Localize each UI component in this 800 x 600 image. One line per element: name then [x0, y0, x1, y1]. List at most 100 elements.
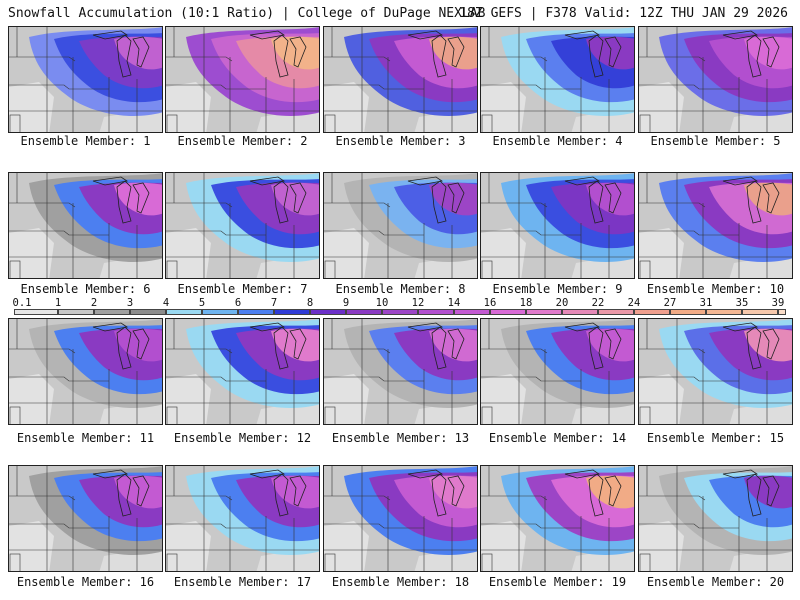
ensemble-map-panel	[480, 318, 635, 425]
ensemble-map-panel	[638, 172, 793, 279]
colorbar-swatch	[310, 309, 346, 315]
chart-title: Snowfall Accumulation (10:1 Ratio) | Col…	[8, 6, 486, 21]
colorbar-swatch	[94, 309, 130, 315]
snowfall-map	[324, 173, 477, 278]
ensemble-map-panel	[638, 465, 793, 572]
snowfall-map	[166, 466, 319, 571]
colorbar-swatch	[490, 309, 526, 315]
colorbar-swatch	[382, 309, 418, 315]
snowfall-map	[324, 27, 477, 132]
ensemble-map-panel	[638, 26, 793, 133]
ensemble-member-label: Ensemble Member: 1	[20, 134, 151, 148]
colorbar-tick-label: 5	[198, 297, 206, 309]
snowfall-map	[9, 27, 162, 132]
ensemble-member-label: Ensemble Member: 11	[16, 431, 155, 445]
ensemble-map-panel	[323, 465, 478, 572]
ensemble-map-panel	[323, 172, 478, 279]
colorbar-tick-label: 39	[771, 297, 785, 309]
ensemble-member-label: Ensemble Member: 4	[492, 134, 623, 148]
colorbar-tick-label: 16	[483, 297, 497, 309]
colorbar-swatch	[238, 309, 274, 315]
colorbar-swatch	[202, 309, 238, 315]
colorbar-swatch	[58, 309, 94, 315]
ensemble-member-label: Ensemble Member: 17	[173, 575, 312, 589]
snowfall-map	[639, 27, 792, 132]
ensemble-map-panel	[165, 26, 320, 133]
ensemble-map-panel	[8, 26, 163, 133]
colorbar-swatch	[526, 309, 562, 315]
colorbar-tick-label: 31	[699, 297, 713, 309]
colorbar-tick-label: 6	[234, 297, 242, 309]
ensemble-member-label: Ensemble Member: 19	[488, 575, 627, 589]
colorbar-swatch	[346, 309, 382, 315]
colorbar-swatch	[634, 309, 670, 315]
colorbar-swatch	[562, 309, 598, 315]
colorbar-tick-label: 7	[270, 297, 278, 309]
colorbar-swatch	[706, 309, 742, 315]
snowfall-map	[481, 173, 634, 278]
snowfall-map	[166, 173, 319, 278]
colorbar-tick-label: 8	[306, 297, 314, 309]
ensemble-member-label: Ensemble Member: 12	[173, 431, 312, 445]
colorbar-tick-label: 2	[90, 297, 98, 309]
ensemble-member-label: Ensemble Member: 7	[177, 282, 308, 296]
ensemble-member-label: Ensemble Member: 16	[16, 575, 155, 589]
snowfall-map	[9, 466, 162, 571]
colorbar-swatch	[418, 309, 454, 315]
colorbar-tick-label: 35	[735, 297, 749, 309]
ensemble-member-label: Ensemble Member: 9	[492, 282, 623, 296]
snowfall-map	[9, 319, 162, 424]
colorbar-tick-label: 22	[591, 297, 605, 309]
colorbar-swatch	[130, 309, 166, 315]
ensemble-map-panel	[8, 318, 163, 425]
colorbar-tick-label: 10	[375, 297, 389, 309]
ensemble-member-label: Ensemble Member: 2	[177, 134, 308, 148]
ensemble-member-label: Ensemble Member: 5	[650, 134, 781, 148]
ensemble-member-label: Ensemble Member: 8	[335, 282, 466, 296]
colorbar-tick-label: 12	[411, 297, 425, 309]
ensemble-map-panel	[323, 26, 478, 133]
colorbar-tick-label: 0.1	[12, 297, 32, 309]
ensemble-member-label: Ensemble Member: 18	[331, 575, 470, 589]
colorbar-swatch	[742, 309, 778, 315]
colorbar-tick-label: 27	[663, 297, 677, 309]
snowfall-map	[324, 466, 477, 571]
ensemble-map-panel	[480, 26, 635, 133]
colorbar-swatch	[14, 309, 58, 315]
colorbar-swatch	[670, 309, 706, 315]
ensemble-map-panel	[480, 465, 635, 572]
ensemble-member-label: Ensemble Member: 13	[331, 431, 470, 445]
snowfall-map	[639, 319, 792, 424]
snowfall-map	[639, 173, 792, 278]
colorbar-tick-label: 4	[162, 297, 170, 309]
ensemble-map-panel	[8, 172, 163, 279]
ensemble-map-panel	[323, 318, 478, 425]
colorbar-tick-label: 9	[342, 297, 350, 309]
ensemble-member-label: Ensemble Member: 3	[335, 134, 466, 148]
colorbar-tick-label: 20	[555, 297, 569, 309]
run-valid-time: 18Z GEFS | F378 Valid: 12Z THU JAN 29 20…	[459, 6, 788, 21]
snowfall-map	[166, 319, 319, 424]
ensemble-map-panel	[8, 465, 163, 572]
ensemble-member-label: Ensemble Member: 14	[488, 431, 627, 445]
snowfall-map	[166, 27, 319, 132]
colorbar-tick-label: 24	[627, 297, 641, 309]
ensemble-member-label: Ensemble Member: 20	[646, 575, 785, 589]
colorbar-swatch	[166, 309, 202, 315]
ensemble-member-label: Ensemble Member: 10	[646, 282, 785, 296]
ensemble-map-panel	[165, 172, 320, 279]
colorbar-tick-label: 14	[447, 297, 461, 309]
colorbar-tick-label: 18	[519, 297, 533, 309]
snowfall-map	[639, 466, 792, 571]
ensemble-map-panel	[165, 318, 320, 425]
ensemble-map-panel	[165, 465, 320, 572]
snowfall-map	[481, 466, 634, 571]
snowfall-map	[324, 319, 477, 424]
snowfall-map	[481, 319, 634, 424]
ensemble-member-label: Ensemble Member: 15	[646, 431, 785, 445]
colorbar-swatch	[454, 309, 490, 315]
ensemble-map-panel	[638, 318, 793, 425]
colorbar-tick-label: 1	[54, 297, 62, 309]
ensemble-member-label: Ensemble Member: 6	[20, 282, 151, 296]
colorbar-swatch	[778, 309, 786, 315]
